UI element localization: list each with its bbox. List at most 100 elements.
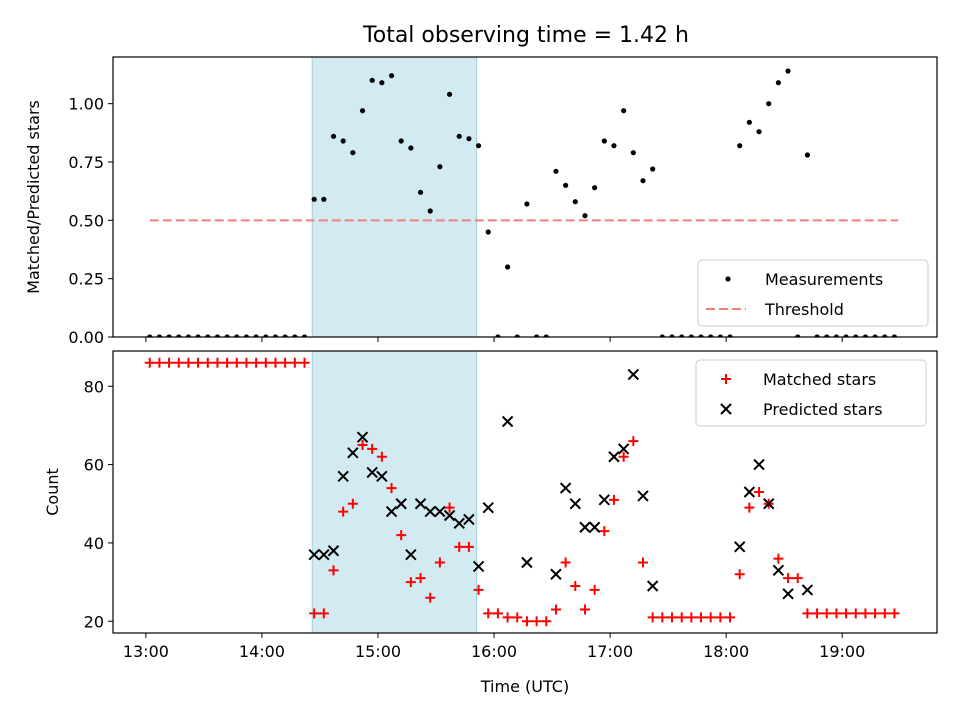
x-tick-label: 19:00 bbox=[819, 642, 865, 661]
matched-point bbox=[531, 616, 542, 627]
matched-point bbox=[318, 608, 329, 619]
matched-point bbox=[463, 541, 474, 552]
matched-point bbox=[173, 357, 184, 368]
measurement-point bbox=[195, 334, 201, 337]
predicted-point bbox=[772, 564, 785, 577]
matched-point bbox=[309, 608, 320, 619]
measurement-point bbox=[408, 145, 414, 151]
legend-label: Predicted stars bbox=[763, 400, 883, 419]
measurement-point bbox=[214, 334, 221, 337]
matched-point bbox=[193, 357, 204, 368]
measurement-point bbox=[679, 334, 685, 337]
measurement-point bbox=[147, 334, 153, 337]
matched-point bbox=[792, 573, 803, 584]
x-tick-label: 17:00 bbox=[587, 642, 633, 661]
matched-point bbox=[521, 616, 532, 627]
measurement-point bbox=[872, 334, 878, 337]
matched-point bbox=[773, 553, 784, 564]
matched-point bbox=[550, 604, 561, 615]
matched-point bbox=[347, 498, 358, 509]
matched-point bbox=[241, 357, 252, 368]
predicted-point bbox=[569, 498, 581, 510]
legend-marker-predicted bbox=[720, 403, 732, 415]
matched-point bbox=[608, 494, 619, 505]
measurement-point bbox=[582, 213, 588, 219]
predicted-point bbox=[366, 466, 378, 479]
measurement-point bbox=[882, 334, 888, 337]
matched-point bbox=[783, 573, 794, 584]
plot-area bbox=[144, 357, 900, 627]
legend-marker-matched bbox=[721, 374, 731, 384]
measurement-point bbox=[166, 334, 172, 337]
matched-point bbox=[289, 357, 300, 368]
measurement-point bbox=[563, 182, 569, 188]
matched-point bbox=[667, 612, 678, 623]
matched-point bbox=[434, 557, 445, 568]
matched-point bbox=[483, 608, 494, 619]
axes-frame bbox=[112, 350, 938, 634]
measurement-point bbox=[292, 334, 298, 337]
matched-point bbox=[376, 451, 387, 462]
series-predicted-stars bbox=[308, 368, 814, 600]
matched-point bbox=[212, 357, 223, 368]
predicted-point bbox=[463, 513, 475, 526]
predicted-point bbox=[414, 498, 427, 510]
matched-point bbox=[386, 483, 397, 494]
measurement-point bbox=[272, 334, 279, 337]
predicted-point bbox=[327, 545, 340, 557]
measurement-point bbox=[485, 229, 491, 235]
matched-point bbox=[560, 557, 571, 568]
matched-point bbox=[657, 612, 668, 623]
predicted-point bbox=[405, 548, 417, 561]
matched-point bbox=[637, 557, 648, 568]
measurement-point bbox=[737, 143, 743, 149]
x-tick-label: 14:00 bbox=[239, 642, 285, 661]
matched-point bbox=[831, 608, 842, 619]
matched-point bbox=[396, 530, 407, 541]
measurement-point bbox=[746, 119, 752, 125]
matched-point bbox=[154, 357, 165, 368]
measurement-point bbox=[456, 133, 462, 139]
y-tick-label: 60 bbox=[84, 456, 104, 475]
measurement-point bbox=[417, 189, 424, 195]
predicted-point bbox=[453, 517, 465, 530]
ratio-panel: 0.00 0.25 0.50 0.75 1.00 Matched/Predicted st… bbox=[24, 56, 938, 347]
measurement-point bbox=[727, 334, 733, 337]
measurement-point bbox=[553, 168, 559, 174]
predicted-point bbox=[753, 458, 765, 471]
measurement-point bbox=[234, 334, 240, 337]
matched-point bbox=[202, 357, 213, 368]
measurement-point bbox=[369, 77, 375, 83]
y-axis-label: Count bbox=[43, 468, 62, 516]
matched-point bbox=[183, 357, 194, 368]
measurement-point bbox=[466, 136, 472, 142]
matched-point bbox=[618, 451, 629, 462]
matched-point bbox=[492, 608, 503, 619]
measurement-point bbox=[853, 334, 859, 337]
measurement-point bbox=[427, 208, 433, 214]
measurement-point bbox=[156, 334, 163, 337]
measurement-point bbox=[534, 334, 540, 337]
matched-point bbox=[299, 357, 310, 368]
matched-point bbox=[725, 612, 736, 623]
matched-point bbox=[850, 608, 861, 619]
legend-label: Matched stars bbox=[763, 370, 876, 389]
plot-area bbox=[147, 68, 899, 337]
measurement-point bbox=[601, 138, 607, 144]
predicted-point bbox=[550, 568, 562, 580]
legend: Matched stars Predicted stars bbox=[695, 359, 927, 427]
chart-title: Total observing time = 1.42 h bbox=[362, 23, 689, 48]
matched-point bbox=[715, 612, 726, 623]
y-tick-label: 40 bbox=[84, 534, 104, 553]
matched-point bbox=[860, 608, 871, 619]
matched-point bbox=[812, 608, 823, 619]
matched-point bbox=[676, 612, 687, 623]
matched-point bbox=[251, 357, 262, 368]
measurement-point bbox=[205, 334, 211, 337]
measurement-point bbox=[514, 334, 520, 337]
y-tick-label: 0.50 bbox=[68, 211, 104, 230]
legend: Measurements Threshold bbox=[697, 259, 929, 327]
measurement-point bbox=[862, 334, 869, 337]
measurement-point bbox=[495, 334, 501, 337]
